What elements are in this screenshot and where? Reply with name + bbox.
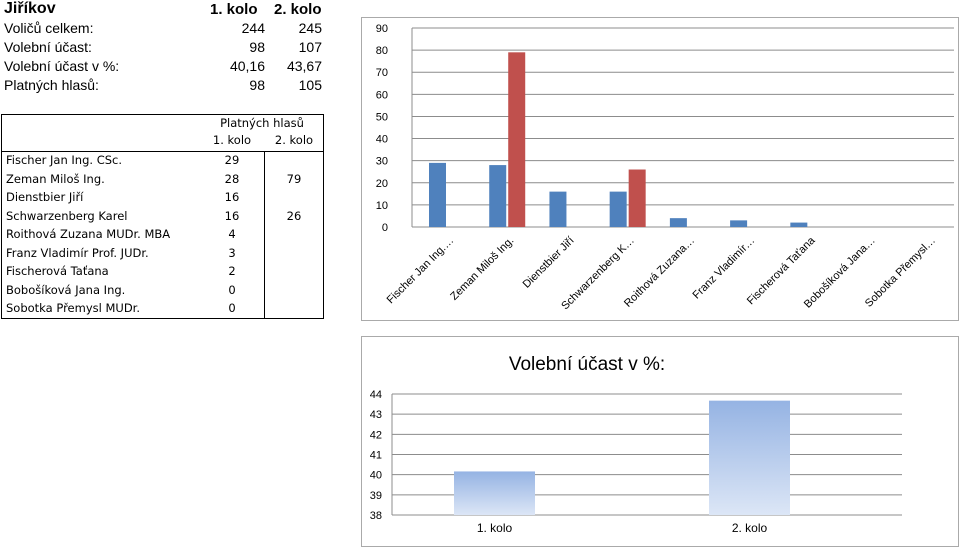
table-header-valid-votes: Platných hlasů bbox=[220, 116, 304, 130]
candidate-name: Fischer Jan Ing. CSc. bbox=[6, 153, 123, 167]
candidate-name: Bobošíková Jana Ing. bbox=[6, 282, 126, 297]
round2-header: 2. kolo bbox=[274, 1, 322, 18]
stat-label: Voličů celkem: bbox=[4, 20, 94, 36]
stat-round1-value: 40,16 bbox=[229, 58, 265, 74]
candidate-name: Dienstbier Jiří bbox=[6, 190, 84, 204]
candidate-round1-votes: 29 bbox=[224, 153, 240, 167]
votes-chart-frame: 0 10 20 30 40 50 60 70 80 90 Fischer Jan Ing.… Zema… bbox=[361, 17, 959, 321]
x-tick-label: Zeman Miloš Ing. bbox=[448, 235, 516, 303]
bar bbox=[669, 218, 687, 227]
bar bbox=[454, 471, 535, 515]
stat-round1-value: 98 bbox=[249, 77, 265, 93]
candidate-round2-votes: 79 bbox=[286, 171, 302, 186]
candidate-round2-votes: 26 bbox=[286, 208, 302, 223]
candidate-round1-votes: 4 bbox=[228, 227, 236, 241]
y-tick-label: 41 bbox=[370, 450, 382, 462]
candidate-name: Franz Vladimír Prof. JUDr. bbox=[6, 245, 149, 260]
bar bbox=[429, 162, 446, 227]
candidate-round1-votes: 0 bbox=[228, 301, 236, 315]
candidate-name: Roithová Zuzana MUDr. MBA bbox=[6, 227, 171, 241]
bar bbox=[628, 169, 646, 227]
y-tick-label: 39 bbox=[370, 490, 382, 502]
y-tick-label: 60 bbox=[376, 89, 388, 101]
x-tick-label: Franz Vladimír… bbox=[690, 235, 757, 302]
chart-title: Volební účast v %: bbox=[509, 354, 665, 375]
candidate-round1-votes: 3 bbox=[228, 245, 236, 260]
y-tick-label: 80 bbox=[376, 45, 388, 57]
x-tick-label: Dienstbier Jiří bbox=[521, 235, 577, 291]
y-tick-label: 90 bbox=[376, 23, 388, 35]
y-tick-label: 0 bbox=[382, 222, 388, 234]
candidates-table: Platných hlasů 1. kolo 2. kolo Fischer J… bbox=[1, 114, 324, 319]
stat-label: Volební účast: bbox=[4, 39, 92, 55]
y-tick-label: 70 bbox=[376, 67, 388, 79]
bar bbox=[508, 52, 526, 228]
stat-round1-value: 98 bbox=[249, 39, 265, 55]
bar bbox=[790, 222, 808, 227]
turnout-chart: Volební účast v %: 38 39 40 41 42 43 44 1. kolo 2… bbox=[370, 354, 902, 535]
y-tick-label: 43 bbox=[370, 409, 382, 421]
y-tick-label: 20 bbox=[376, 178, 388, 190]
bar bbox=[489, 165, 507, 227]
y-tick-label: 30 bbox=[376, 156, 388, 168]
bar bbox=[609, 191, 627, 227]
y-tick-label: 10 bbox=[376, 200, 388, 212]
y-tick-label: 50 bbox=[376, 111, 388, 123]
candidate-round1-votes: 16 bbox=[224, 190, 240, 204]
candidate-round1-votes: 16 bbox=[224, 208, 240, 223]
stat-round2-value: 43,67 bbox=[286, 58, 322, 74]
table-header-round2: 2. kolo bbox=[274, 133, 314, 147]
candidate-name: Sobotka Přemysl MUDr. bbox=[6, 301, 140, 315]
stat-label: Volební účast v %: bbox=[4, 58, 120, 74]
y-tick-label: 40 bbox=[376, 134, 388, 146]
bar bbox=[549, 191, 567, 227]
bar bbox=[709, 400, 790, 515]
round1-header: 1. kolo bbox=[210, 1, 258, 18]
x-tick-label: Fischer Jan Ing.… bbox=[385, 235, 457, 307]
bar bbox=[730, 220, 748, 227]
table-header-divider bbox=[2, 151, 323, 152]
candidate-round1-votes: 0 bbox=[228, 282, 236, 297]
candidate-name: Fischerová Taťana bbox=[6, 264, 109, 278]
turnout-chart-frame: Volební účast v %: 38 39 40 41 42 43 44 1. kolo 2… bbox=[361, 336, 959, 547]
y-tick-label: 38 bbox=[370, 510, 382, 522]
candidate-round1-votes: 2 bbox=[228, 264, 236, 278]
votes-chart: 0 10 20 30 40 50 60 70 80 90 Fischer Jan Ing.…Zema… bbox=[376, 23, 954, 312]
stat-round1-value: 244 bbox=[241, 20, 265, 36]
y-tick-label: 42 bbox=[370, 429, 382, 441]
y-tick-label: 44 bbox=[370, 389, 382, 401]
stat-round2-value: 107 bbox=[298, 39, 322, 55]
candidate-name: Schwarzenberg Karel bbox=[6, 208, 128, 223]
y-tick-label: 40 bbox=[370, 470, 382, 482]
stat-label: Platných hlasů: bbox=[4, 77, 99, 93]
candidate-round1-votes: 28 bbox=[224, 171, 240, 186]
candidate-name: Zeman Miloš Ing. bbox=[6, 171, 105, 186]
stat-round2-value: 105 bbox=[298, 77, 322, 93]
municipality-title: Jiříkov bbox=[4, 0, 56, 17]
table-header-round1: 1. kolo bbox=[212, 133, 252, 147]
table-column-divider bbox=[264, 152, 265, 318]
x-tick-label: 1. kolo bbox=[477, 521, 513, 535]
x-tick-label: 2. kolo bbox=[732, 521, 768, 535]
stat-round2-value: 245 bbox=[298, 20, 322, 36]
